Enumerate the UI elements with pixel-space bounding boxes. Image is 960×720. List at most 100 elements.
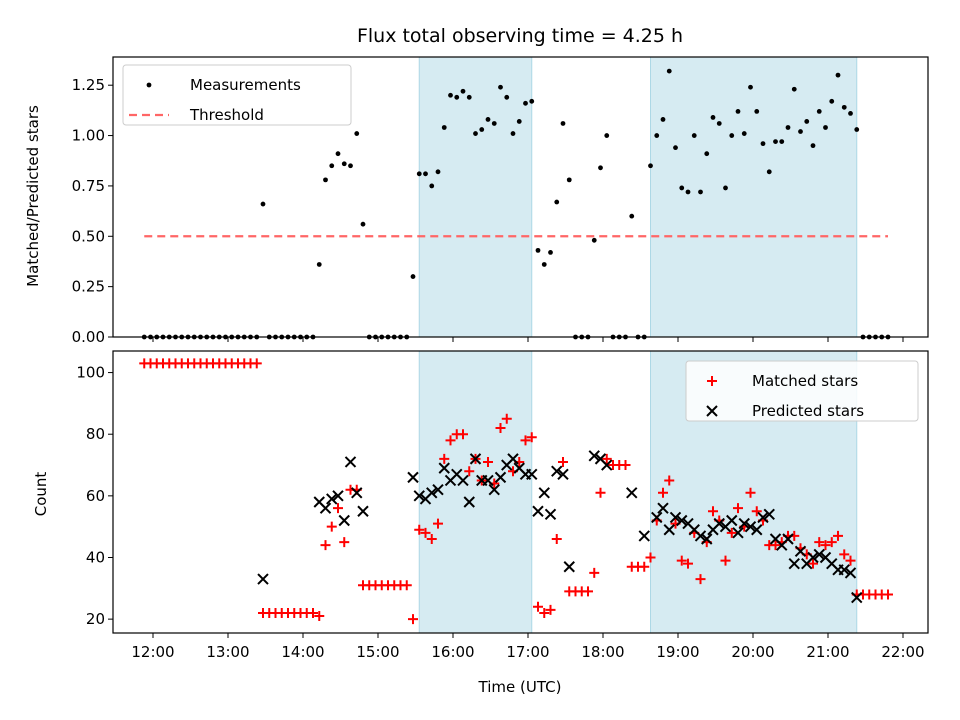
- matched-stars-point: [883, 589, 893, 600]
- predicted-stars-point: [838, 564, 850, 576]
- predicted-stars-point: [807, 551, 819, 564]
- measurement-point: [666, 68, 672, 74]
- measurement-point: [735, 108, 741, 114]
- measurement-point: [560, 121, 566, 126]
- matched-stars-point: [408, 614, 418, 625]
- measurement-point: [410, 274, 416, 279]
- measurement-point: [841, 104, 847, 110]
- measurement-point: [716, 121, 722, 126]
- measurement-point: [485, 117, 491, 122]
- measurement-point: [566, 177, 572, 183]
- matched-stars-point: [676, 555, 687, 566]
- measurement-point: [416, 171, 422, 177]
- predicted-stars-point: [694, 530, 707, 542]
- predicted-stars-point: [432, 483, 444, 496]
- predicted-stars-point: [507, 453, 519, 465]
- predicted-stars-point: [344, 456, 357, 468]
- predicted-stars-point: [713, 517, 725, 530]
- predicted-stars-point: [744, 520, 757, 533]
- predicted-stars-point: [663, 524, 675, 536]
- predicted-stars-point: [844, 567, 857, 579]
- measurement-point: [498, 84, 503, 90]
- matched-stars-point: [464, 466, 475, 477]
- measurement-point: [541, 262, 547, 267]
- predicted-stars-point: [357, 505, 369, 517]
- bottom-y-tick-label: 60: [86, 487, 105, 505]
- measurement-point: [779, 139, 785, 145]
- measurement-point: [729, 133, 735, 138]
- predicted-stars-point: [319, 502, 332, 514]
- bottom-y-tick-label: 20: [86, 610, 105, 628]
- matched-stars-point: [733, 503, 743, 514]
- matched-stars-point: [445, 435, 456, 446]
- measurement-point: [810, 143, 816, 149]
- measurement-point: [454, 94, 460, 100]
- matched-stars-point: [833, 530, 843, 541]
- top-shaded-interval: [650, 56, 858, 338]
- matched-stars-point: [483, 456, 493, 467]
- x-tick-label: 17:00: [506, 643, 549, 661]
- matched-stars-point: [439, 453, 450, 464]
- measurement-point: [460, 88, 466, 94]
- predicted-stars-point: [463, 496, 475, 508]
- measurement-point: [685, 189, 691, 195]
- predicted-stars-point: [557, 468, 569, 480]
- predicted-stars-point: [757, 511, 769, 524]
- measurement-point: [516, 119, 522, 124]
- top-y-tick-label: 1.00: [72, 127, 105, 145]
- matched-stars-point: [826, 537, 837, 548]
- predicted-stars-point: [601, 459, 613, 471]
- measurement-point: [491, 121, 497, 126]
- measurement-point: [704, 151, 710, 157]
- measurement-point: [479, 127, 485, 132]
- measurement-point: [679, 185, 685, 191]
- predicted-stars-point: [469, 453, 482, 465]
- measurement-point: [654, 133, 660, 138]
- matched-stars-point: [526, 432, 537, 443]
- predicted-stars-point: [676, 514, 688, 527]
- matched-stars-point: [320, 540, 331, 551]
- predicted-stars-point: [544, 508, 557, 521]
- top-legend: [122, 64, 352, 126]
- predicted-stars-point: [351, 487, 363, 499]
- predicted-stars-point: [538, 487, 550, 499]
- x-tick-label: 12:00: [131, 643, 174, 661]
- bottom-y-tick-label: 40: [86, 548, 105, 566]
- measurement-point: [848, 111, 853, 116]
- matched-stars-point: [595, 487, 606, 498]
- matched-stars-point: [533, 601, 543, 612]
- matched-stars-point: [639, 561, 650, 572]
- bottom-shaded-interval: [418, 350, 533, 634]
- legend-entry-label: Measurements: [190, 76, 301, 94]
- matched-stars-point: [620, 460, 631, 471]
- measurement-point: [348, 163, 353, 169]
- measurement-point: [504, 94, 510, 100]
- x-tick-label: 14:00: [281, 643, 324, 661]
- matched-stars-point: [545, 604, 556, 615]
- measurement-point: [473, 131, 478, 136]
- matched-stars-point: [458, 429, 468, 440]
- measurement-point: [798, 129, 803, 134]
- predicted-stars-point: [438, 462, 450, 474]
- predicted-stars-point: [732, 527, 744, 539]
- matched-stars-point: [820, 540, 831, 551]
- predicted-stars-point: [482, 474, 494, 487]
- measurement-point: [598, 165, 603, 171]
- top-y-tick-label: 0.00: [72, 328, 105, 346]
- measurement-point: [698, 189, 703, 195]
- matched-stars-point: [845, 555, 856, 566]
- predicted-stars-point: [494, 471, 507, 484]
- x-tick-label: 22:00: [881, 643, 924, 661]
- matched-stars-point: [745, 487, 756, 498]
- measurement-point: [854, 127, 860, 132]
- top-y-tick-label: 0.50: [72, 227, 105, 245]
- predicted-stars-point: [751, 524, 763, 536]
- matched-stars-point: [520, 435, 531, 446]
- measurement-point: [335, 151, 341, 157]
- measurement-point: [441, 125, 447, 130]
- measurement-point: [723, 185, 728, 191]
- x-tick-label: 21:00: [806, 643, 849, 661]
- predicted-stars-point: [651, 511, 663, 524]
- bottom-plot-frame: [112, 350, 929, 634]
- bottom-y-axis-label: Count: [32, 472, 50, 517]
